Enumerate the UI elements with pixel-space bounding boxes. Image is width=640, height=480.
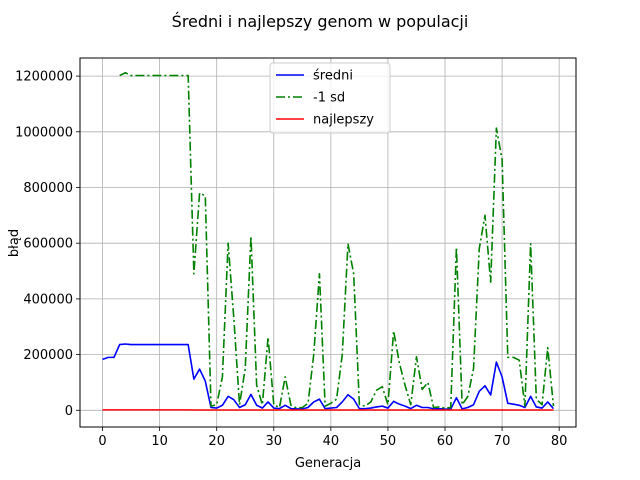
y-axis: 0 200000 400000 600000 800000 1000000 1200000 [15, 70, 80, 419]
x-axis: 0 10 20 30 40 50 60 70 80 [98, 427, 567, 449]
y-tick-label: 800000 [23, 181, 73, 196]
plot-frame [79, 57, 577, 428]
legend: średni -1 sd najlepszy [269, 62, 391, 134]
y-tick-label: 1200000 [15, 70, 73, 85]
x-tick-label: 0 [98, 434, 106, 449]
legend-label-1: -1 sd [313, 91, 345, 106]
y-tick-label: 0 [65, 404, 73, 419]
y-tick-label: 200000 [23, 348, 73, 363]
chart-title: Średni i najlepszy genom w populacji [172, 12, 469, 31]
x-tick-label: 10 [151, 434, 168, 449]
y-tick-label: 400000 [23, 292, 73, 307]
x-tick-label: 70 [494, 434, 511, 449]
x-tick-label: 20 [208, 434, 225, 449]
x-tick-label: 60 [437, 434, 454, 449]
x-axis-label: Generacja [295, 456, 361, 471]
x-tick-label: 30 [266, 434, 283, 449]
x-tick-label: 50 [380, 434, 397, 449]
y-tick-label: 600000 [23, 237, 73, 252]
y-axis-label: błąd [7, 229, 22, 257]
x-tick-label: 40 [323, 434, 340, 449]
series-line-0 [102, 343, 555, 410]
series-layer [102, 71, 555, 411]
legend-label-2: najlepszy [313, 113, 374, 128]
y-tick-label: 1000000 [15, 125, 73, 140]
legend-box [269, 62, 391, 134]
legend-label-0: średni [313, 69, 353, 84]
x-tick-label: 80 [551, 434, 568, 449]
